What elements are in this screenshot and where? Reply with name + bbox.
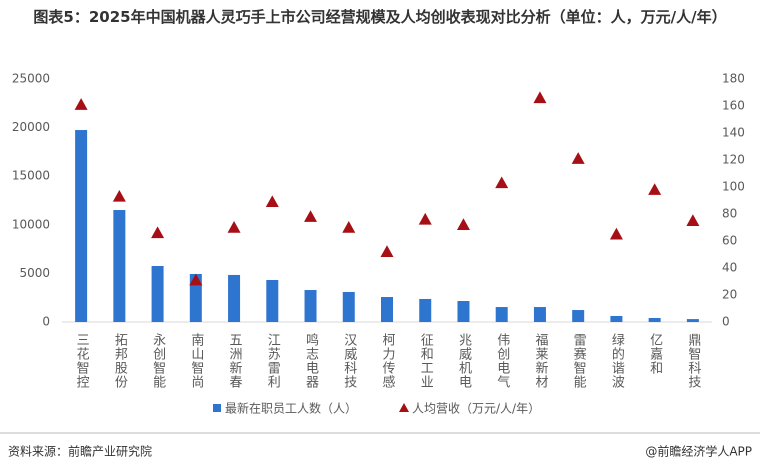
- bar: [228, 274, 241, 322]
- y-tick-label: 15000: [12, 169, 50, 183]
- source: 资料来源：前瞻产业研究院: [8, 444, 152, 459]
- y2-tick-label: 140: [722, 126, 745, 140]
- bar: [113, 210, 126, 322]
- marker: [380, 245, 394, 257]
- y2-tick-label: 20: [722, 288, 737, 302]
- x-tick-label: 绿的谐波: [609, 333, 625, 389]
- x-tick-label: 兆威机电: [456, 333, 472, 389]
- x-tick-label: 汉威科技: [341, 333, 357, 389]
- bar: [304, 290, 317, 322]
- marker: [686, 214, 700, 226]
- credit: @前瞻经济学人APP: [645, 444, 752, 459]
- marker: [418, 212, 432, 225]
- marker: [74, 98, 88, 110]
- y2-tick-label: 120: [722, 153, 745, 167]
- marker: [265, 195, 279, 208]
- marker: [189, 273, 203, 286]
- y2-tick-label: 100: [722, 180, 745, 194]
- marker: [456, 218, 470, 230]
- y2-tick-label: 80: [722, 207, 737, 221]
- y-tick-label: 0: [42, 315, 50, 329]
- x-tick-label: 拓邦股份: [112, 333, 128, 389]
- marker: [151, 226, 165, 239]
- marker: [304, 210, 318, 222]
- bar: [266, 280, 279, 322]
- x-tick-label: 五洲新春: [227, 333, 243, 389]
- bar: [533, 307, 546, 322]
- y-tick-label: 25000: [12, 72, 50, 86]
- bar: [572, 310, 585, 322]
- x-tick-label: 柯力传感: [380, 333, 396, 389]
- x-tick-label: 福莱新材: [532, 333, 548, 389]
- y-tick-label: 5000: [19, 266, 50, 280]
- x-tick-label: 江苏雷利: [265, 333, 281, 389]
- x-tick-label: 鼎智科技: [685, 333, 701, 389]
- bar: [419, 298, 432, 322]
- x-tick-label: 鸣志电器: [303, 332, 319, 389]
- bar: [189, 273, 202, 322]
- marker: [495, 176, 509, 189]
- marker: [112, 189, 126, 202]
- legend-label: 人均营收（万元/人/年）: [412, 402, 540, 416]
- y2-tick-label: 60: [722, 234, 737, 248]
- bar: [648, 318, 661, 322]
- marker: [571, 152, 585, 164]
- y-tick-label: 20000: [12, 120, 50, 134]
- legend-swatch: [213, 404, 221, 412]
- legend-label: 最新在职员工人数（人）: [225, 401, 357, 416]
- bar: [457, 301, 470, 322]
- x-tick-label: 永创智能: [150, 333, 166, 389]
- y2-tick-label: 0: [722, 315, 730, 329]
- bar: [75, 130, 88, 322]
- x-tick-label: 亿嘉和: [647, 333, 663, 375]
- marker: [342, 221, 356, 233]
- x-tick-label: 三花智控: [74, 333, 90, 389]
- marker: [609, 227, 623, 240]
- bar: [342, 291, 355, 322]
- marker: [533, 91, 547, 104]
- y-tick-label: 10000: [12, 217, 50, 231]
- marker: [227, 221, 241, 233]
- y2-tick-label: 40: [722, 261, 737, 275]
- chart-title: 图表5：2025年中国机器人灵巧手上市公司经营规模及人均创收表现对比分析（单位：…: [33, 8, 727, 26]
- x-tick-label: 雷赛智能: [571, 333, 587, 389]
- marker: [648, 183, 662, 195]
- bar: [381, 297, 393, 322]
- x-tick-label: 南山智尚: [188, 332, 204, 389]
- bar: [610, 315, 623, 322]
- bar: [495, 307, 508, 322]
- bar: [686, 319, 699, 322]
- legend-swatch: [399, 403, 409, 412]
- y2-tick-label: 180: [722, 72, 745, 86]
- y2-tick-label: 160: [722, 99, 745, 113]
- x-tick-label: 征和工业: [418, 333, 434, 389]
- x-tick-label: 伟创电气: [494, 333, 510, 389]
- bar: [151, 266, 164, 322]
